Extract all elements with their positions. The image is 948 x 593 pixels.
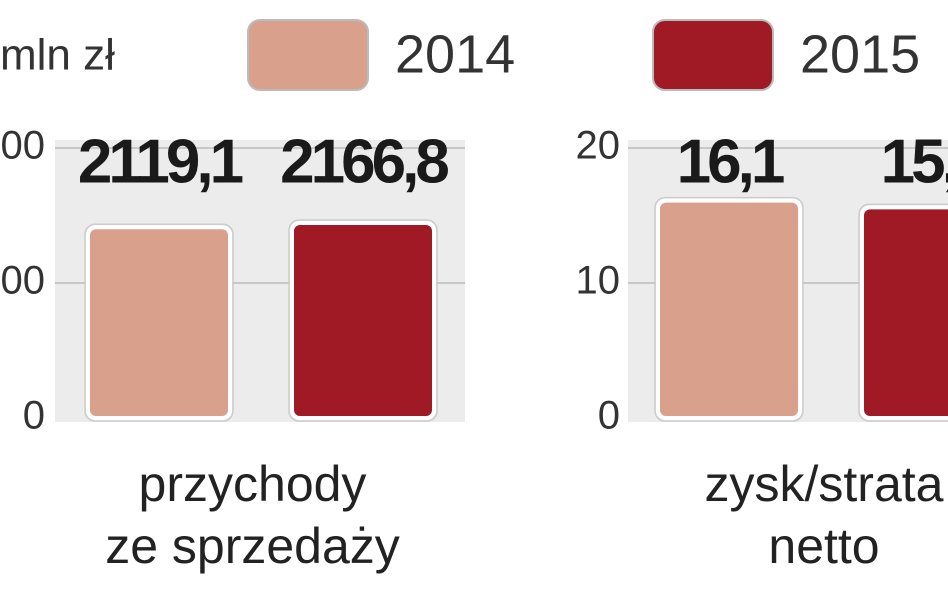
y-tick-label: 10 — [576, 259, 621, 303]
bar — [290, 220, 436, 420]
value-label: 2166,8 — [280, 127, 448, 196]
y-tick-label: 20 — [576, 124, 621, 168]
legend-label: 2014 — [395, 24, 515, 84]
legend-swatch — [247, 19, 369, 91]
bar-outline — [288, 219, 438, 422]
unit-label: mln zł — [0, 31, 115, 80]
bar-outline — [654, 196, 804, 422]
bar-outline — [84, 223, 234, 422]
bar — [860, 205, 948, 420]
bar-outline — [858, 203, 948, 422]
category-line: przychody — [139, 456, 367, 512]
category-line: ze sprzedaży — [105, 518, 400, 574]
bar — [86, 225, 232, 420]
category-label: przychody ze sprzedaży — [105, 456, 400, 574]
category-line: netto — [768, 518, 879, 574]
legend-label: 2015 — [800, 24, 920, 84]
category-label: zysk/strata netto — [705, 456, 944, 574]
value-label: 15,6 — [881, 127, 948, 196]
value-label: 16,1 — [677, 127, 784, 196]
y-tick-label: 0 — [23, 394, 45, 438]
y-tick-label: 3000 — [0, 124, 45, 168]
bar — [656, 198, 802, 420]
legend-swatch — [652, 19, 774, 91]
value-label: 2119,1 — [78, 127, 243, 196]
y-tick-label: 0 — [598, 394, 620, 438]
category-line: zysk/strata — [705, 456, 944, 512]
